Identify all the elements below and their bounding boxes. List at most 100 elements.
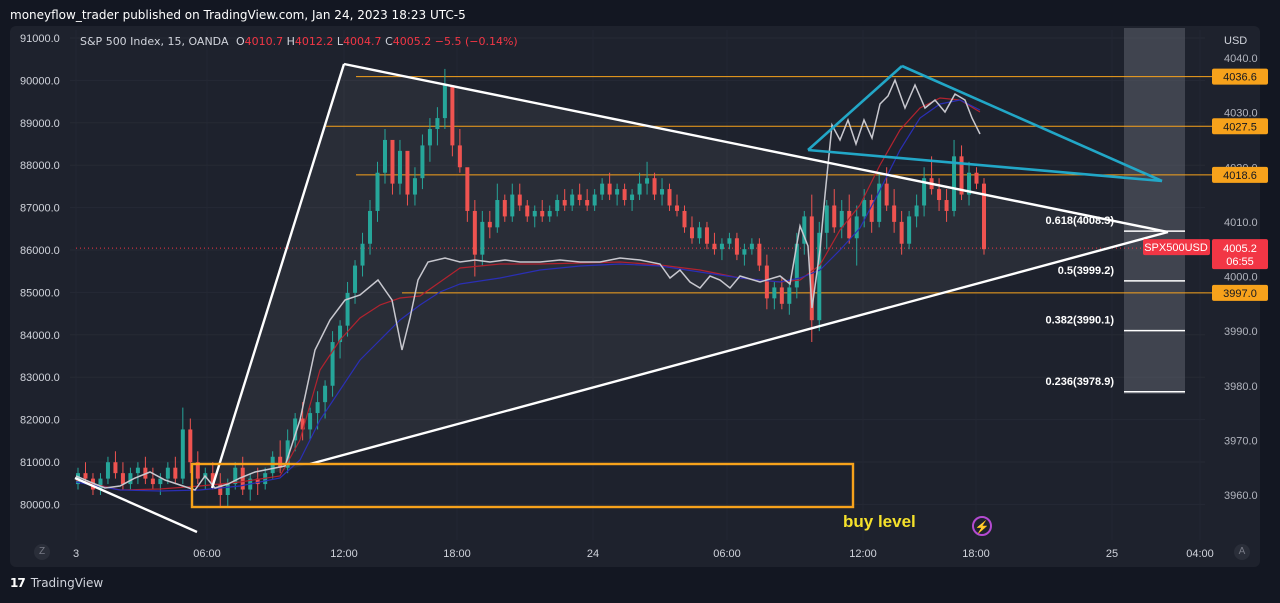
candle-body [120,473,125,485]
candle-body [922,178,927,206]
candle-body [233,467,238,485]
cyan-wedge [807,64,1163,183]
time-axis-tick: 06:00 [713,548,741,560]
candle-body [779,287,784,304]
candle-body [585,200,590,206]
candle-body [704,227,709,244]
zoom-button[interactable]: Z [34,544,50,560]
candle-body [727,238,732,244]
candle-body [225,484,230,495]
candle-body [293,418,298,441]
candle-body [809,216,814,321]
candle-body [600,183,605,195]
time-axis-tick: 25 [1106,548,1118,560]
candle-body [944,200,949,211]
candle-body [764,265,769,299]
right-axis-tick: 4000.0 [1224,272,1258,284]
buy-level-box [190,462,855,509]
candle-body [877,183,882,222]
candle-body [442,85,447,119]
level-price-tag-text: 3997.0 [1223,288,1257,300]
candle-body [532,210,537,217]
legend-high-label: H [286,35,295,48]
time-axis-tick: 24 [587,548,599,560]
legend-close: 4005.2 [392,35,432,48]
footer: 17 TradingView [10,576,103,590]
candle-body [555,200,560,211]
candle-body [210,473,215,485]
candle-body [689,227,694,239]
chart-pane[interactable] [10,26,1260,567]
auto-scale-button[interactable]: A [1234,544,1250,560]
triangle-left-edge [210,63,346,489]
candle-body [368,210,373,244]
candle-body [974,172,979,184]
candle-body [412,178,417,195]
candle-body [510,194,515,217]
triangle-upper-edge [343,62,1169,234]
candle-body [645,178,650,184]
projection-zone [1124,28,1185,394]
triangle-fill [212,64,1168,488]
fib-level-label: 0.236(3978.9) [1046,376,1115,388]
candle-body [450,85,455,146]
candle-body [457,145,462,168]
ma-blue-line [75,99,981,492]
candle-body [959,156,964,195]
candle-body [667,189,672,206]
candle-body [914,205,919,217]
candle-body [749,243,754,250]
fib-level-label: 0.5(3999.2) [1058,265,1115,277]
lead-in-line [74,476,198,534]
left-axis-tick: 88000.0 [20,160,60,172]
left-axis-tick: 80000.0 [20,499,60,511]
flash-icon[interactable]: ⚡ [972,516,992,536]
tradingview-brand[interactable]: TradingView [30,576,104,590]
legend-change: −5.5 (−0.14%) [434,35,518,48]
legend-open-label: O [235,35,245,48]
candle-body [862,200,867,217]
left-axis-tick: 84000.0 [20,330,60,342]
time-axis-tick: 06:00 [193,548,221,560]
legend-close-label: C [385,35,393,48]
fib-level-label: 0.618(4008.3) [1046,215,1115,227]
candle-body [300,418,305,430]
symbol-tag [1143,239,1210,256]
candle-body [128,473,133,485]
big-triangle-lines [74,62,1169,534]
left-axis-tick: 81000.0 [20,457,60,469]
buy-level-label: buy level [843,512,916,531]
left-axis-tick: 89000.0 [20,118,60,130]
time-axis-tick: 12:00 [330,548,358,560]
left-axis-tick: 83000.0 [20,372,60,384]
candle-body [697,227,702,239]
candle-body [577,194,582,201]
right-axis-tick: 3990.0 [1224,326,1258,338]
candle-body [742,249,747,255]
current-price-tag-text: 4005.2 [1223,243,1257,255]
candle-body [480,221,485,255]
left-axis-tick: 86000.0 [20,245,60,257]
left-axis-tick: 87000.0 [20,203,60,215]
fib-level-label: 0.382(3990.1) [1046,315,1115,327]
time-axis-tick: 18:00 [962,548,990,560]
candle-body [240,467,245,490]
candle-body [195,462,200,479]
right-price-axis: 4040.04030.04020.04010.04000.03990.03980… [1224,53,1258,502]
candle-body [712,243,717,250]
time-axis-tick: 04:00 [1186,548,1214,560]
candle-body [255,478,260,485]
candle-body [615,189,620,195]
legend-header: S&P 500 Index, 15, OANDA O4010.7 H4012.2… [80,35,518,48]
candle-body [839,210,844,228]
level-price-tag [1212,166,1268,183]
candle-body [592,194,597,206]
right-axis-tick: 4040.0 [1224,53,1258,65]
time-axis-tick: 12:00 [849,548,877,560]
candle-body [353,265,358,293]
candle-body [465,167,470,211]
candle-body [487,221,492,228]
candle-body [719,243,724,250]
legend-open: 4010.7 [244,35,284,48]
